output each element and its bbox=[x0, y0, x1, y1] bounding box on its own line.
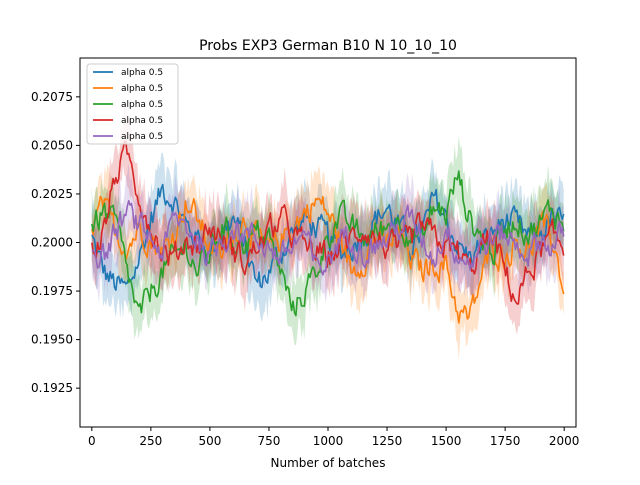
y-tick-label: 0.2025 bbox=[31, 187, 73, 201]
y-tick-label: 0.2050 bbox=[31, 138, 73, 152]
series-line-1 bbox=[91, 183, 565, 291]
x-tick-label: 2000 bbox=[549, 434, 580, 448]
series-lines bbox=[91, 140, 565, 324]
y-axis-ticks: 0.1925 0.1950 0.1975 0.2000 0.2025 0.2050 0.20… bbox=[31, 90, 80, 395]
legend: alpha 0.5 alpha 0.5 alpha 0.5 alpha 0.5 alph… bbox=[86, 63, 179, 145]
x-tick-label: 1250 bbox=[372, 434, 403, 448]
x-tick-label: 1500 bbox=[431, 434, 462, 448]
x-axis-label: Number of batches bbox=[271, 456, 386, 470]
plot-frame bbox=[79, 57, 577, 428]
series-line-4 bbox=[91, 140, 565, 305]
legend-label-4: alpha 0.5 bbox=[121, 116, 163, 126]
chart-title: Probs EXP3 German B10 N 10_10_10 bbox=[199, 38, 457, 54]
legend-label-2: alpha 0.5 bbox=[121, 84, 163, 94]
x-tick-label: 1000 bbox=[313, 434, 344, 448]
series-band-2 bbox=[91, 163, 564, 360]
legend-label-5: alpha 0.5 bbox=[121, 132, 163, 142]
series-line-5 bbox=[91, 199, 565, 276]
x-tick-label: 250 bbox=[139, 434, 162, 448]
y-tick-label: 0.1950 bbox=[31, 333, 73, 347]
y-tick-label: 0.1975 bbox=[31, 284, 73, 298]
y-tick-label: 0.1925 bbox=[31, 381, 73, 395]
x-axis-ticks: 0 250 500 750 1000 1250 1500 1750 2000 bbox=[88, 427, 579, 448]
y-tick-label: 0.2075 bbox=[31, 90, 73, 104]
legend-label-1: alpha 0.5 bbox=[121, 68, 163, 78]
x-tick-label: 0 bbox=[88, 434, 96, 448]
x-tick-label: 750 bbox=[257, 434, 280, 448]
legend-label-3: alpha 0.5 bbox=[121, 100, 163, 110]
y-tick-label: 0.2000 bbox=[31, 236, 73, 250]
x-tick-label: 1750 bbox=[490, 434, 521, 448]
legend-box bbox=[86, 63, 179, 145]
x-tick-label: 500 bbox=[198, 434, 221, 448]
